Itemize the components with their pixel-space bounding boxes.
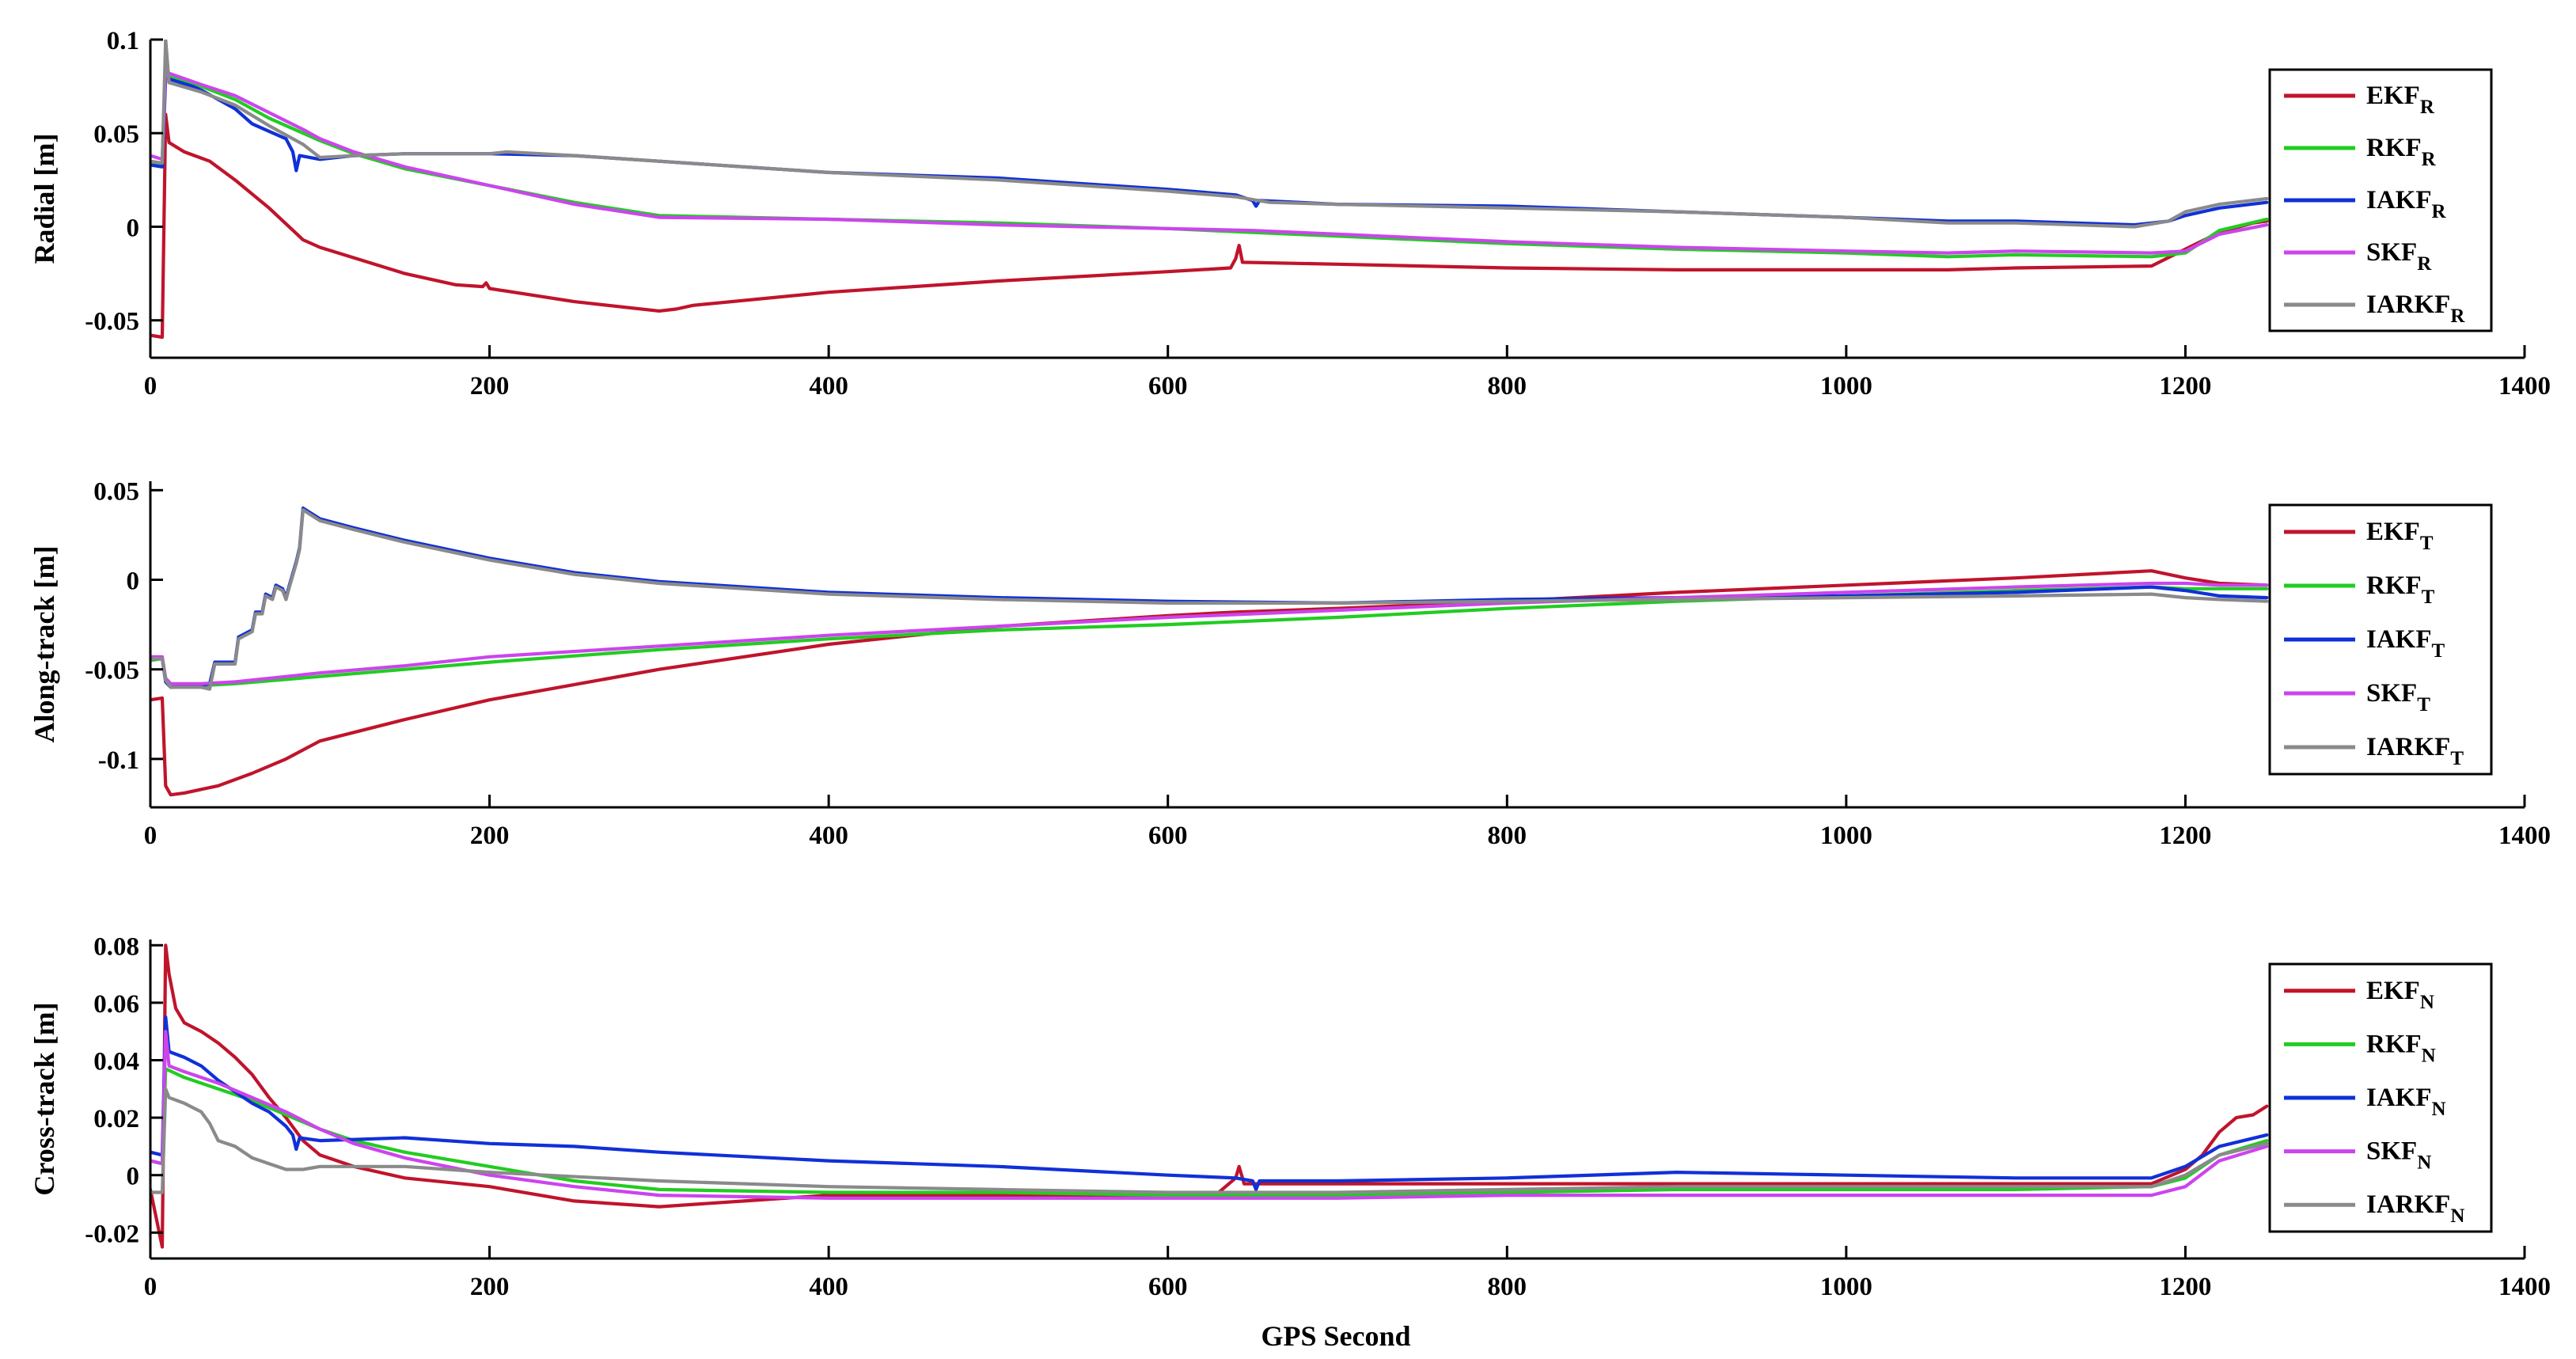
legend-label-iarkf: IARKFT: [2366, 733, 2464, 769]
legend-label-iakf: IAKFT: [2366, 625, 2445, 662]
x-tick-label: 0: [144, 1273, 157, 1301]
along-track-panel: 0 200 400 600 800 1000 1200 1400 0.05 0 -0.05 -0.1 A…: [28, 477, 2551, 850]
y-tick-label: -0.05: [85, 308, 139, 336]
x-axis-label: GPS Second: [1261, 1320, 1410, 1352]
legend-label-ekf: EKFR: [2366, 82, 2435, 118]
skf-series-line: [150, 581, 2269, 685]
x-tick-label: 200: [470, 372, 510, 400]
y-tick-label: -0.1: [98, 746, 139, 775]
cross-track-panel: 0 200 400 600 800 1000 1200 1400 0.08 0.06 0.04 0.0…: [28, 932, 2551, 1301]
y-tick-label: 0: [127, 1163, 140, 1191]
skf-series-line: [150, 66, 2269, 255]
x-tick-label: 200: [470, 822, 510, 850]
x-tick-label: 1200: [2159, 372, 2211, 400]
legend-label-rkf: RKFN: [2366, 1030, 2436, 1066]
x-tick-label: 1400: [2498, 822, 2551, 850]
x-tick-label: 1000: [1820, 822, 1872, 850]
iakf-series-line: [150, 1015, 2269, 1191]
legend-label-ekf: EKFT: [2366, 518, 2434, 554]
x-tick-label: 0: [144, 822, 157, 850]
legend-label-skf: SKFR: [2366, 238, 2432, 275]
iakf-series-line: [150, 75, 2269, 227]
x-tick-label: 1200: [2159, 1273, 2211, 1301]
ekf-series-line: [150, 112, 2269, 340]
legend-label-iakf: IAKFN: [2366, 1084, 2446, 1120]
legend-label-rkf: RKFR: [2366, 134, 2437, 170]
y-tick-label: 0.08: [93, 932, 139, 961]
y-axis-label: Cross-track [m]: [28, 1002, 60, 1195]
legend: EKFT RKFT IAKFT SKFT IARKFT: [2268, 503, 2493, 776]
x-tick-label: 800: [1488, 822, 1527, 850]
y-tick-label: 0.06: [93, 990, 139, 1019]
x-tick-label: 1200: [2159, 822, 2211, 850]
legend-label-skf: SKFN: [2366, 1137, 2431, 1174]
iarkf-series-line: [150, 508, 2269, 691]
legend-label-rkf: RKFT: [2366, 571, 2435, 608]
skf-series-line: [150, 1030, 2269, 1200]
y-tick-label: 0: [127, 214, 140, 242]
y-tick-label: 0.04: [93, 1047, 139, 1076]
y-tick-label: 0.02: [93, 1105, 139, 1133]
ekf-series-line: [150, 569, 2269, 797]
ekf-series-line: [150, 943, 2269, 1249]
legend-label-iarkf: IARKFN: [2366, 1190, 2464, 1227]
y-tick-label: 0.05: [93, 477, 139, 506]
x-tick-label: 600: [1148, 822, 1188, 850]
x-tick-label: 800: [1488, 372, 1527, 400]
y-tick-label: 0.1: [107, 27, 139, 55]
radial-panel: 0 200 400 600 800 1000 1200 1400 0.1 0.05 0 -0.05 Ra…: [28, 27, 2551, 400]
y-axis-label: Radial [m]: [28, 134, 60, 264]
x-tick-label: 400: [809, 372, 848, 400]
legend-label-iarkf: IARKFR: [2366, 290, 2465, 327]
x-tick-label: 800: [1488, 1273, 1527, 1301]
legend-label-iakf: IAKFR: [2366, 186, 2447, 222]
y-axis-label: Along-track [m]: [28, 546, 60, 743]
x-tick-label: 0: [144, 372, 157, 400]
y-tick-label: -0.05: [85, 657, 139, 685]
x-tick-label: 1400: [2498, 372, 2551, 400]
legend: EKFN RKFN IAKFN SKFN IARKFN: [2268, 962, 2493, 1233]
x-tick-label: 1400: [2498, 1273, 2551, 1301]
x-tick-label: 400: [809, 822, 848, 850]
x-tick-label: 200: [470, 1273, 510, 1301]
x-tick-label: 600: [1148, 372, 1188, 400]
x-tick-label: 1000: [1820, 372, 1872, 400]
x-tick-label: 400: [809, 1273, 848, 1301]
y-tick-label: 0.05: [93, 120, 139, 149]
x-tick-label: 1000: [1820, 1273, 1872, 1301]
iarkf-series-line: [150, 40, 2269, 229]
rkf-series-line: [150, 1067, 2269, 1198]
legend: EKFR RKFR IAKFR SKFR IARKFR: [2268, 68, 2493, 332]
y-tick-label: 0: [127, 568, 140, 596]
iarkf-series-line: [150, 1087, 2269, 1194]
y-tick-label: -0.02: [85, 1220, 139, 1248]
legend-label-skf: SKFT: [2366, 679, 2430, 716]
legend-label-ekf: EKFN: [2366, 977, 2434, 1013]
x-tick-label: 600: [1148, 1273, 1188, 1301]
